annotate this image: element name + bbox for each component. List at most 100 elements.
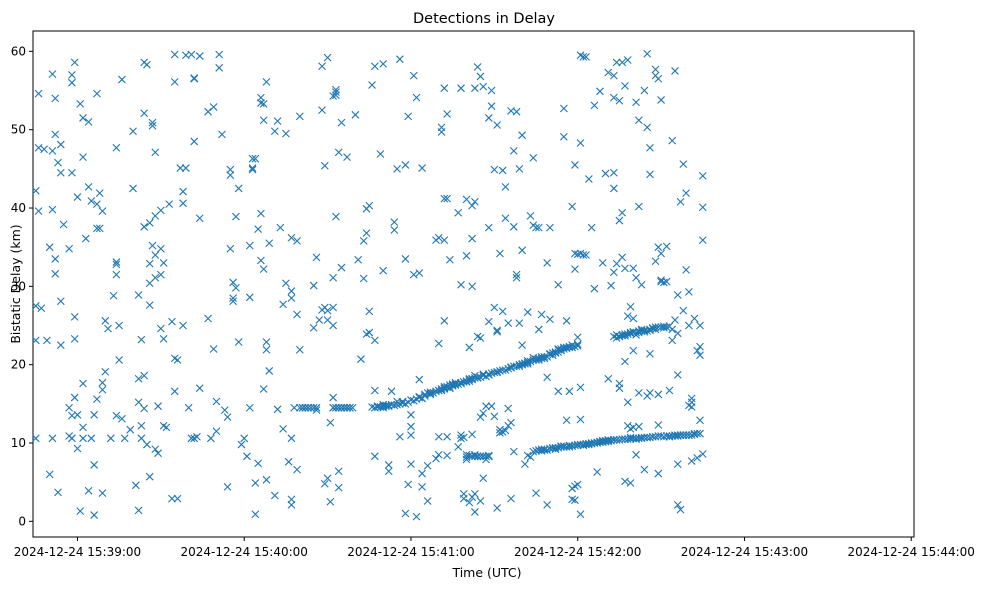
data-point-marker bbox=[404, 112, 413, 121]
data-point-marker bbox=[654, 74, 663, 83]
data-point-marker bbox=[501, 182, 510, 191]
data-point-marker bbox=[407, 431, 415, 440]
data-point-marker bbox=[195, 52, 204, 60]
data-point-marker bbox=[565, 387, 574, 396]
data-point-marker bbox=[245, 241, 254, 250]
data-point-marker bbox=[434, 450, 443, 459]
data-point-marker bbox=[329, 403, 338, 412]
data-point-marker bbox=[384, 461, 393, 469]
data-point-marker bbox=[365, 307, 374, 316]
data-point-marker bbox=[181, 164, 190, 172]
data-point-marker bbox=[454, 443, 463, 451]
data-point-marker bbox=[51, 130, 60, 139]
data-point-marker bbox=[151, 273, 160, 282]
data-point-marker bbox=[215, 50, 224, 59]
data-point-marker bbox=[195, 384, 204, 393]
data-point-marker bbox=[134, 506, 143, 515]
data-point-marker bbox=[79, 423, 87, 432]
data-point-marker bbox=[571, 249, 579, 258]
data-point-marker bbox=[590, 101, 599, 110]
data-point-marker bbox=[640, 465, 649, 474]
data-point-marker bbox=[231, 284, 240, 292]
data-point-marker bbox=[657, 432, 665, 440]
data-point-marker bbox=[384, 401, 393, 410]
x-tick-label: 2024-12-24 15:42:00 bbox=[514, 545, 641, 559]
data-point-marker bbox=[393, 164, 401, 173]
data-point-marker bbox=[459, 490, 468, 498]
data-point-marker bbox=[215, 63, 224, 72]
data-point-marker bbox=[673, 500, 682, 509]
data-point-marker bbox=[56, 341, 65, 349]
data-point-marker bbox=[657, 96, 665, 104]
data-point-marker bbox=[609, 93, 618, 102]
data-point-marker bbox=[665, 386, 674, 395]
data-point-marker bbox=[601, 169, 610, 178]
data-point-marker bbox=[426, 389, 435, 398]
data-point-marker bbox=[612, 58, 621, 67]
data-point-marker bbox=[484, 223, 493, 232]
data-point-marker bbox=[504, 319, 513, 328]
data-point-marker bbox=[465, 498, 474, 507]
data-point-marker bbox=[473, 374, 482, 382]
data-point-marker bbox=[632, 450, 640, 459]
data-point-marker bbox=[148, 241, 157, 250]
data-point-marker bbox=[562, 343, 571, 352]
data-point-marker bbox=[643, 49, 652, 58]
data-point-marker bbox=[312, 406, 321, 414]
data-point-marker bbox=[329, 92, 338, 100]
data-point-marker bbox=[454, 208, 463, 217]
data-point-marker bbox=[279, 300, 288, 309]
data-point-marker bbox=[151, 251, 160, 259]
data-point-marker bbox=[93, 200, 101, 208]
data-point-marker bbox=[376, 150, 385, 158]
data-point-marker bbox=[609, 71, 618, 80]
data-point-marker bbox=[226, 244, 235, 253]
data-point-marker bbox=[112, 260, 121, 269]
data-point-marker bbox=[696, 351, 704, 360]
data-point-marker bbox=[676, 197, 685, 206]
data-point-marker bbox=[293, 465, 301, 474]
data-point-marker bbox=[115, 321, 124, 330]
data-point-marker bbox=[240, 434, 249, 443]
data-point-marker bbox=[673, 370, 682, 379]
data-point-marker bbox=[51, 269, 60, 278]
data-point-marker bbox=[359, 274, 368, 283]
data-point-marker bbox=[87, 434, 96, 443]
data-point-marker bbox=[543, 258, 552, 267]
data-point-marker bbox=[490, 412, 499, 421]
data-point-marker bbox=[679, 431, 688, 440]
data-point-marker bbox=[529, 154, 538, 162]
data-point-marker bbox=[273, 117, 282, 125]
data-point-marker bbox=[540, 352, 549, 361]
data-point-marker bbox=[179, 187, 187, 196]
data-point-marker bbox=[573, 340, 582, 349]
data-point-marker bbox=[529, 356, 538, 364]
data-point-marker bbox=[337, 118, 346, 127]
data-point-marker bbox=[118, 75, 126, 84]
data-point-marker bbox=[568, 343, 577, 352]
data-point-marker bbox=[693, 346, 702, 355]
data-point-marker bbox=[156, 244, 165, 253]
data-point-marker bbox=[287, 495, 296, 504]
data-point-marker bbox=[345, 403, 354, 412]
data-point-marker bbox=[679, 160, 688, 169]
data-point-marker bbox=[698, 203, 707, 212]
chart-title: Detections in Delay bbox=[413, 11, 555, 27]
data-point-marker bbox=[443, 432, 451, 441]
data-point-marker bbox=[248, 165, 257, 174]
data-point-marker bbox=[34, 89, 43, 98]
data-point-marker bbox=[462, 251, 471, 260]
data-point-marker bbox=[473, 373, 482, 382]
data-point-marker bbox=[418, 469, 426, 478]
data-point-marker bbox=[484, 451, 493, 460]
data-point-marker bbox=[468, 201, 476, 210]
data-point-marker bbox=[418, 482, 426, 491]
data-point-marker bbox=[576, 415, 585, 424]
data-point-marker bbox=[637, 433, 646, 442]
data-point-marker bbox=[623, 312, 632, 321]
data-point-marker bbox=[93, 395, 101, 404]
data-point-marker bbox=[518, 360, 527, 368]
data-point-marker bbox=[657, 277, 665, 286]
data-point-marker bbox=[582, 52, 590, 61]
data-point-marker bbox=[31, 336, 40, 345]
